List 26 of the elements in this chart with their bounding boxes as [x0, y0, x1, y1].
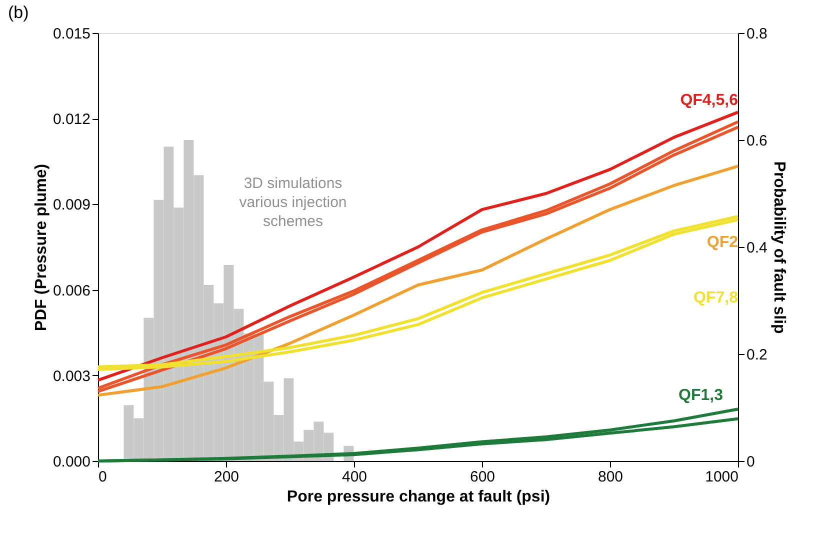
y2-tick-label: 0.6: [746, 132, 768, 150]
text: QF7,8: [694, 290, 738, 307]
y-tick-label: 0.006: [52, 282, 90, 300]
annotation: 3D simulations various injection schemes: [239, 175, 347, 230]
x-tick-label: 200: [214, 468, 240, 486]
y-tick-label: 0.000: [52, 454, 90, 470]
y-axis-title: PDF (Pressure plume): [32, 164, 50, 332]
y2-axis-title: Probability of fault slip: [770, 161, 788, 334]
y2-tick-label: 0.8: [746, 26, 768, 42]
y2-tick-label: 0.2: [746, 346, 768, 364]
text: QF2: [706, 234, 738, 252]
y-tick-label: 0.015: [52, 26, 90, 42]
y-tick-label: 0.012: [52, 111, 90, 128]
y2-tick-label: 0.4: [746, 240, 768, 256]
x-tick-label: 400: [342, 468, 368, 486]
x-tick-label: 800: [598, 468, 624, 486]
series-label: QF4,5,6: [680, 92, 738, 110]
y-tick-label: 0.009: [52, 196, 90, 214]
x-tick-label: 1000: [705, 468, 738, 486]
x-tick-label: 600: [470, 468, 496, 486]
y2-tick-label: 0: [746, 454, 755, 470]
chart-title: (b): [8, 3, 29, 22]
series-label: QF1,3: [678, 387, 724, 404]
x-tick-label: 0: [98, 468, 107, 486]
x-axis-title: Pore pressure change at fault (psi): [286, 488, 550, 506]
y-tick-label: 0.003: [52, 368, 90, 385]
